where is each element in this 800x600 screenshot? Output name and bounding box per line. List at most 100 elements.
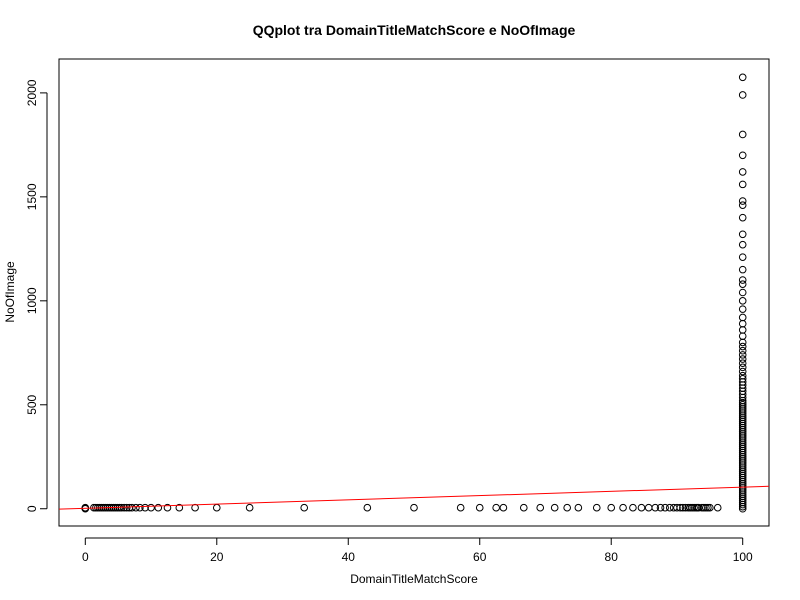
data-point — [738, 305, 747, 313]
data-point — [673, 503, 681, 512]
data-point — [120, 503, 128, 512]
data-point — [163, 503, 172, 512]
x-tick-label: 60 — [473, 550, 487, 564]
data-point — [128, 503, 136, 512]
y-tick-label: 500 — [25, 394, 39, 414]
y-tick-label: 1000 — [25, 287, 39, 314]
data-point — [456, 503, 465, 512]
data-point — [245, 503, 254, 512]
y-axis-label: NoOfImage — [3, 261, 17, 323]
data-point — [738, 240, 747, 249]
data-point — [738, 73, 747, 82]
data-point — [738, 326, 747, 334]
x-axis-label: DomainTitleMatchScore — [350, 572, 478, 586]
data-point — [702, 503, 710, 512]
data-point — [738, 265, 747, 274]
x-tick-label: 20 — [210, 550, 224, 564]
plot-area — [58, 73, 770, 513]
y-axis: 0 500 1000 1500 2000 — [25, 79, 48, 512]
data-point — [363, 503, 372, 512]
data-point — [738, 363, 747, 372]
data-point — [679, 503, 687, 512]
data-point — [738, 91, 747, 99]
x-tick-label: 100 — [733, 550, 753, 564]
data-point — [713, 503, 722, 512]
data-point — [738, 355, 747, 363]
data-point — [147, 503, 155, 512]
data-point — [492, 503, 500, 512]
data-point — [141, 503, 149, 512]
data-point — [738, 400, 747, 409]
data-point — [175, 503, 184, 512]
data-point — [651, 503, 660, 512]
data-point — [738, 230, 747, 239]
x-tick-label: 40 — [342, 550, 356, 564]
data-point — [212, 503, 221, 512]
data-point — [686, 503, 694, 512]
data-point — [499, 503, 508, 512]
data-point — [661, 503, 669, 512]
data-point — [574, 503, 583, 512]
data-point — [738, 276, 747, 284]
plot-frame — [58, 58, 770, 527]
data-point — [81, 503, 90, 512]
data-point — [475, 503, 484, 512]
data-point — [656, 503, 665, 512]
data-point — [738, 338, 747, 347]
data-point — [738, 359, 747, 367]
data-point — [644, 503, 653, 512]
data-point — [738, 398, 747, 407]
data-point — [665, 503, 674, 512]
data-point — [694, 503, 703, 512]
data-point — [410, 503, 418, 512]
data-point — [700, 503, 708, 512]
data-point — [706, 503, 714, 512]
data-point — [637, 503, 646, 512]
x-tick-label: 0 — [82, 550, 89, 564]
data-point — [684, 503, 692, 512]
y-tick-label: 1500 — [25, 183, 39, 210]
y-tick-label: 2000 — [25, 79, 39, 106]
data-point — [122, 503, 131, 512]
data-point — [738, 319, 747, 328]
data-point — [738, 253, 747, 261]
data-point — [676, 503, 685, 512]
data-point — [629, 503, 637, 512]
data-point — [738, 180, 747, 189]
data-point — [738, 346, 747, 355]
data-point — [550, 503, 559, 512]
data-point — [738, 201, 747, 209]
y-tick-label: 0 — [25, 505, 39, 512]
reference-line — [58, 485, 770, 510]
data-point — [738, 168, 747, 176]
data-point — [738, 313, 747, 322]
data-point — [738, 332, 747, 340]
data-point — [738, 288, 747, 297]
data-point — [738, 197, 747, 205]
data-point — [704, 503, 712, 512]
data-point — [738, 374, 747, 383]
data-point — [738, 351, 747, 359]
x-axis: 0 20 40 60 80 100 — [82, 537, 753, 564]
data-point — [738, 297, 747, 305]
data-point — [690, 503, 698, 512]
data-point — [619, 503, 627, 512]
data-point — [698, 503, 706, 512]
x-tick-label: 80 — [605, 550, 619, 564]
data-point — [738, 371, 747, 380]
data-point — [738, 213, 747, 222]
data-point — [738, 151, 747, 160]
data-point — [738, 130, 747, 139]
data-point — [592, 503, 601, 512]
data-point — [536, 503, 545, 512]
data-point — [132, 503, 140, 512]
data-point — [191, 503, 199, 512]
data-point — [738, 342, 747, 351]
data-point — [738, 367, 747, 376]
data-point — [154, 503, 163, 512]
data-point — [738, 280, 747, 288]
data-point — [519, 503, 528, 512]
data-point — [136, 503, 144, 512]
data-point — [300, 503, 309, 512]
